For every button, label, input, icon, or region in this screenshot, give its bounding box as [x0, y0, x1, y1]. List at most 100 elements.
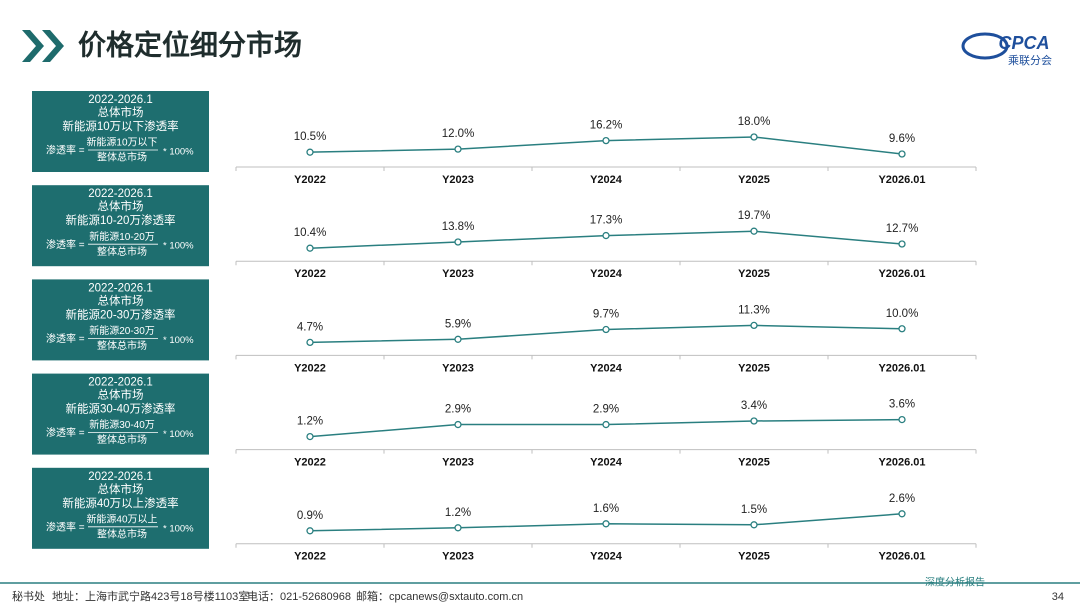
data-point: [750, 227, 758, 235]
data-point: [750, 521, 758, 529]
data-label: 0.9%: [297, 510, 323, 522]
box-period: 2022-2026.1: [88, 377, 153, 389]
box-title: 新能源10-20万渗透率: [66, 213, 176, 227]
box-title: 新能源10万以下渗透率: [62, 119, 178, 133]
x-tick-label: Y2025: [738, 362, 770, 374]
data-point: [454, 335, 462, 343]
formula-denominator: 整体总市场: [97, 245, 147, 258]
data-point: [602, 520, 610, 528]
definition-box: [32, 373, 209, 455]
data-label: 1.2%: [445, 507, 471, 519]
data-label: 3.4%: [741, 400, 767, 412]
x-tick-label: Y2024: [590, 457, 623, 469]
data-point: [602, 325, 610, 334]
data-point: [750, 417, 758, 425]
x-tick-label: Y2026.01: [878, 457, 925, 469]
x-tick-label: Y2023: [442, 268, 474, 280]
data-point: [602, 136, 610, 145]
data-point: [750, 133, 758, 141]
data-label: 10.0%: [886, 308, 919, 320]
logo-name: CPCA: [998, 33, 1049, 53]
x-tick-label: Y2026.01: [878, 551, 925, 563]
formula-factor: * 100%: [163, 241, 194, 252]
formula-denominator: 整体总市场: [97, 339, 147, 352]
x-tick-label: Y2022: [294, 457, 326, 469]
formula-denominator: 整体总市场: [97, 151, 147, 164]
x-tick-label: Y2022: [294, 551, 326, 563]
footer-page: 34: [1052, 591, 1064, 603]
formula-numerator: 新能源40万以上: [86, 512, 157, 525]
data-label: 17.3%: [590, 215, 623, 227]
data-point: [454, 145, 462, 153]
formula-denominator: 整体总市场: [97, 527, 147, 540]
box-market: 总体市场: [98, 388, 144, 402]
data-point: [602, 420, 610, 429]
data-label: 5.9%: [445, 318, 471, 330]
formula-numerator: 新能源10-20万: [89, 230, 155, 243]
data-label: 11.3%: [738, 304, 770, 316]
data-point: [306, 432, 314, 441]
x-tick-label: Y2023: [442, 362, 474, 374]
data-label: 12.7%: [886, 223, 919, 235]
x-tick-label: Y2026.01: [878, 174, 925, 186]
logo-subtitle: 乘联分会: [1008, 54, 1052, 67]
x-tick-label: Y2023: [442, 551, 474, 563]
data-point: [750, 321, 758, 330]
data-point: [454, 524, 462, 532]
data-label: 13.8%: [442, 221, 475, 233]
data-label: 1.5%: [741, 504, 767, 516]
formula-numerator: 新能源10万以下: [86, 136, 157, 149]
data-label: 10.4%: [294, 227, 327, 239]
box-period: 2022-2026.1: [88, 471, 153, 483]
data-point: [306, 338, 314, 347]
definition-box: [32, 467, 209, 549]
formula-lhs: 渗透率 =: [46, 144, 85, 157]
box-title: 新能源40万以上渗透率: [62, 496, 178, 510]
box-period: 2022-2026.1: [88, 94, 153, 106]
data-label: 1.6%: [593, 503, 619, 515]
data-label: 2.6%: [889, 493, 915, 505]
data-label: 10.5%: [294, 131, 327, 143]
x-tick-label: Y2022: [294, 362, 326, 374]
data-label: 3.6%: [889, 399, 915, 411]
footer-phone: 电话：021-52680968: [247, 590, 351, 603]
data-label: 9.7%: [593, 309, 619, 321]
formula-factor: * 100%: [163, 523, 194, 534]
data-label: 4.7%: [297, 321, 323, 333]
x-tick-label: Y2024: [590, 174, 623, 186]
footer-address: 地址：上海市武宁路423号18号楼1103室: [52, 589, 249, 603]
formula-factor: * 100%: [163, 429, 194, 440]
definition-box: [32, 185, 209, 267]
page-title: 价格定位细分市场: [78, 28, 302, 60]
data-label: 2.9%: [593, 404, 619, 416]
box-market: 总体市场: [98, 105, 144, 119]
x-tick-label: Y2026.01: [878, 268, 925, 280]
box-market: 总体市场: [98, 482, 144, 496]
definition-box: [32, 91, 209, 172]
x-tick-label: Y2025: [738, 174, 770, 186]
formula-lhs: 渗透率 =: [46, 426, 85, 439]
chevron-icon: [22, 30, 64, 62]
x-tick-label: Y2024: [590, 362, 623, 374]
box-title: 新能源30-40万渗透率: [66, 402, 176, 416]
box-market: 总体市场: [98, 199, 144, 213]
x-tick-label: Y2023: [442, 457, 474, 469]
data-point: [898, 415, 906, 424]
data-point: [306, 244, 314, 252]
logo-swoosh: [961, 32, 1009, 60]
formula-lhs: 渗透率 =: [46, 520, 85, 533]
definition-box: [32, 279, 209, 361]
x-tick-label: Y2022: [294, 174, 326, 186]
footer-office: 秘书处: [12, 589, 45, 603]
formula-numerator: 新能源30-40万: [89, 418, 155, 431]
box-market: 总体市场: [98, 293, 144, 307]
data-label: 19.7%: [738, 210, 771, 222]
data-point: [898, 510, 906, 518]
box-title: 新能源20-30万渗透率: [66, 307, 176, 321]
data-label: 12.0%: [442, 128, 475, 140]
data-point: [306, 527, 314, 535]
data-label: 2.9%: [445, 404, 471, 416]
footer-report: 深度分析报告: [925, 576, 985, 589]
